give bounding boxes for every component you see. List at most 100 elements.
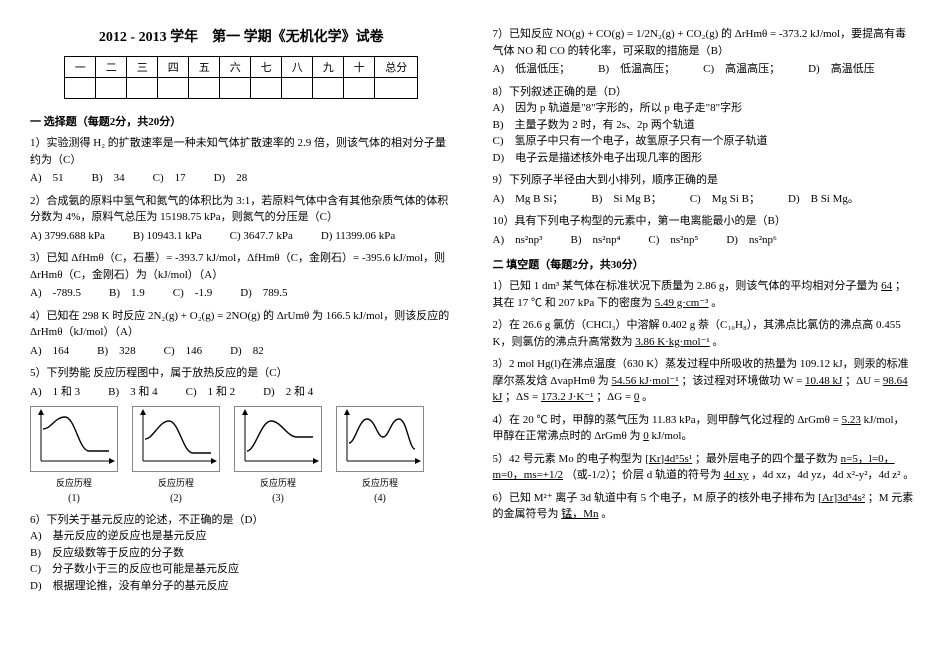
q6: 6）下列关于基元反应的论述，不正确的是（D） A) 基元反应的逆反应也是基元反应… bbox=[30, 512, 453, 595]
q9: 9）下列原子半径由大到小排列，顺序正确的是 A) Mg B Si； B) Si … bbox=[493, 172, 916, 207]
f6-end: 。 bbox=[601, 508, 612, 520]
f6-ans1: [Ar]3d⁵4s² bbox=[818, 492, 865, 504]
f3-ans4: 173.2 J·K⁻¹ bbox=[541, 391, 594, 403]
score-header-cell: 一 bbox=[65, 57, 96, 78]
q2-opt-a: A) 3799.688 kPa bbox=[30, 228, 105, 245]
f3-mid2: ；ΔU = bbox=[845, 375, 880, 387]
q7-opt-a: A) 低温低压； bbox=[493, 61, 571, 78]
q2-opt-b: B) 10943.1 kPa bbox=[133, 228, 202, 245]
q9-stem: 9）下列原子半径由大到小排列，顺序正确的是 bbox=[493, 172, 916, 189]
q2-opt-d: D) 11399.06 kPa bbox=[321, 228, 395, 245]
f3-ans2: 10.48 kJ bbox=[805, 375, 842, 387]
f1: 1）已知 1 dm³ 某气体在标准状况下质量为 2.86 g，则该气体的平均相对… bbox=[493, 278, 916, 311]
q10-opt-c: C) ns²np⁵ bbox=[648, 232, 698, 249]
q6-stem: 6）下列关于基元反应的论述，不正确的是（D） bbox=[30, 512, 453, 529]
score-value-cell bbox=[127, 78, 158, 99]
f4-ans1: 5.23 bbox=[842, 414, 861, 426]
q3-stem: 3）已知 ΔfHmθ（C，石墨）= -393.7 kJ/mol，ΔfHmθ（C，… bbox=[30, 250, 453, 283]
q1: 1）实验测得 H₂ 的扩散速率是一种未知气体扩散速率的 2.9 倍，则该气体的相… bbox=[30, 135, 453, 187]
f2: 2）在 26.6 g 氯仿（CHCl₃）中溶解 0.402 g 萘（C₁₀H₈）… bbox=[493, 317, 916, 350]
f1-end: 。 bbox=[711, 297, 722, 309]
q1-stem: 1）实验测得 H₂ 的扩散速率是一种未知气体扩散速率的 2.9 倍，则该气体的相… bbox=[30, 135, 453, 168]
q9-opt-b: B) Si Mg B； bbox=[591, 191, 661, 208]
score-table: 一二三四五六七八九十总分 bbox=[64, 56, 418, 99]
q10-opt-a: A) ns²np³ bbox=[493, 232, 543, 249]
f2-end: 。 bbox=[712, 336, 723, 348]
energy-diagram: 势能反应历程(3) bbox=[234, 406, 322, 506]
q4-opt-c: C) 146 bbox=[164, 343, 203, 360]
q1-opt-b: B) 34 bbox=[92, 170, 125, 187]
f4-ans2: 0 bbox=[643, 430, 649, 442]
q2-stem: 2）合成氨的原料中氢气和氮气的体积比为 3:1，若原料气体中含有其他杂质气体的体… bbox=[30, 193, 453, 226]
score-value-cell bbox=[375, 78, 418, 99]
score-value-cell bbox=[158, 78, 189, 99]
score-header-cell: 三 bbox=[127, 57, 158, 78]
q8: 8）下列叙述正确的是（D） A) 因为 p 轨道是"8"字形的，所以 p 电子走… bbox=[493, 84, 916, 167]
f3-mid4: ；ΔG = bbox=[596, 391, 631, 403]
q6-opt-c: C) 分子数小于三的反应也可能是基元反应 bbox=[30, 561, 453, 578]
f5: 5）42 号元素 Mo 的电子构型为 [Kr]4d⁵5s¹ ；最外层电子的四个量… bbox=[493, 451, 916, 484]
q6-opt-a: A) 基元反应的逆反应也是基元反应 bbox=[30, 528, 453, 545]
q8-opt-d: D) 电子云是描述核外电子出现几率的图形 bbox=[493, 150, 916, 167]
q3-opt-d: D) 789.5 bbox=[240, 285, 287, 302]
q7-opt-c: C) 高温高压； bbox=[703, 61, 780, 78]
q4-opt-d: D) 82 bbox=[230, 343, 264, 360]
score-header-cell: 九 bbox=[313, 57, 344, 78]
score-value-cell bbox=[344, 78, 375, 99]
q1-opt-d: D) 28 bbox=[214, 170, 248, 187]
q10-stem: 10）具有下列电子构型的元素中，第一电离能最小的是（B） bbox=[493, 213, 916, 230]
energy-diagram: 势能反应历程(1) bbox=[30, 406, 118, 506]
f3-ans1: 54.56 kJ·mol⁻¹ bbox=[611, 375, 678, 387]
f5-mid3: ，4d xz，4d yz，4d x²-y²，4d z² bbox=[751, 469, 900, 481]
q6-opt-d: D) 根据理论推，没有单分子的基元反应 bbox=[30, 578, 453, 595]
q9-opt-d: D) B Si Mg。 bbox=[788, 191, 859, 208]
score-header-cell: 十 bbox=[344, 57, 375, 78]
q4: 4）已知在 298 K 时反应 2N₂(g) + O₂(g) = 2NO(g) … bbox=[30, 308, 453, 360]
f3-mid3: ；ΔS = bbox=[505, 391, 538, 403]
q5-opt-c: C) 1 和 2 bbox=[186, 384, 236, 401]
q10-opt-b: B) ns²np⁴ bbox=[570, 232, 620, 249]
q5-stem: 5）下列势能 反应历程图中，属于放热反应的是（C） bbox=[30, 365, 453, 382]
f3: 3）2 mol Hg(l)在沸点温度（630 K）蒸发过程中所吸收的热量为 10… bbox=[493, 356, 916, 406]
score-header-cell: 四 bbox=[158, 57, 189, 78]
q8-opt-b: B) 主量子数为 2 时，有 2s、2p 两个轨道 bbox=[493, 117, 916, 134]
q10-opt-d: D) ns²np⁶ bbox=[726, 232, 777, 249]
f1-ans2: 5.49 g·cm⁻³ bbox=[655, 297, 709, 309]
q3-opt-b: B) 1.9 bbox=[109, 285, 145, 302]
f4-text: 4）在 20 ℃ 时，甲醇的蒸气压为 11.83 kPa，则甲醇气化过程的 Δr… bbox=[493, 414, 839, 426]
q3: 3）已知 ΔfHmθ（C，石墨）= -393.7 kJ/mol，ΔfHmθ（C，… bbox=[30, 250, 453, 302]
q2: 2）合成氨的原料中氢气和氮气的体积比为 3:1，若原料气体中含有其他杂质气体的体… bbox=[30, 193, 453, 245]
f5-ans1: [Kr]4d⁵5s¹ bbox=[645, 453, 692, 465]
q7: 7）已知反应 NO(g) + CO(g) = 1/2N₂(g) + CO₂(g)… bbox=[493, 26, 916, 78]
f1-ans1: 64 bbox=[881, 280, 892, 292]
q10: 10）具有下列电子构型的元素中，第一电离能最小的是（B） A) ns²np³ B… bbox=[493, 213, 916, 248]
score-value-cell bbox=[65, 78, 96, 99]
score-header-cell: 六 bbox=[220, 57, 251, 78]
score-value-cell bbox=[220, 78, 251, 99]
q3-opt-c: C) -1.9 bbox=[173, 285, 212, 302]
q5-opt-a: A) 1 和 3 bbox=[30, 384, 80, 401]
section2-heading: 二 填空题（每题2分，共30分） bbox=[493, 256, 916, 272]
energy-diagram: 势能反应历程(4) bbox=[336, 406, 424, 506]
q9-opt-c: C) Mg Si B； bbox=[690, 191, 760, 208]
score-value-cell bbox=[313, 78, 344, 99]
q4-opt-a: A) 164 bbox=[30, 343, 69, 360]
f3-ans5: 0 bbox=[634, 391, 640, 403]
q4-stem: 4）已知在 298 K 时反应 2N₂(g) + O₂(g) = 2NO(g) … bbox=[30, 308, 453, 341]
q8-opt-c: C) 氢原子中只有一个电子，故氢原子只有一个原子轨道 bbox=[493, 133, 916, 150]
q7-opt-b: B) 低温高压； bbox=[598, 61, 675, 78]
f4: 4）在 20 ℃ 时，甲醇的蒸气压为 11.83 kPa，则甲醇气化过程的 Δr… bbox=[493, 412, 916, 445]
score-value-cell bbox=[96, 78, 127, 99]
f5-mid2: （或-1/2）；价层 d 轨道的符号为 bbox=[566, 469, 721, 481]
q5-opt-d: D) 2 和 4 bbox=[263, 384, 313, 401]
f5-text: 5）42 号元素 Mo 的电子构型为 bbox=[493, 453, 643, 465]
q8-opt-a: A) 因为 p 轨道是"8"字形的，所以 p 电子走"8"字形 bbox=[493, 100, 916, 117]
q8-stem: 8）下列叙述正确的是（D） bbox=[493, 84, 916, 101]
q3-opt-a: A) -789.5 bbox=[30, 285, 81, 302]
f6-text: 6）已知 M²⁺ 离子 3d 轨道中有 5 个电子，M 原子的核外电子排布为 bbox=[493, 492, 816, 504]
section1-heading: 一 选择题（每题2分，共20分） bbox=[30, 113, 453, 129]
q5-charts: 势能反应历程(1)势能反应历程(2)势能反应历程(3)势能反应历程(4) bbox=[30, 406, 453, 506]
q4-opt-b: B) 328 bbox=[97, 343, 136, 360]
score-header-cell: 五 bbox=[189, 57, 220, 78]
q7-stem: 7）已知反应 NO(g) + CO(g) = 1/2N₂(g) + CO₂(g)… bbox=[493, 26, 916, 59]
